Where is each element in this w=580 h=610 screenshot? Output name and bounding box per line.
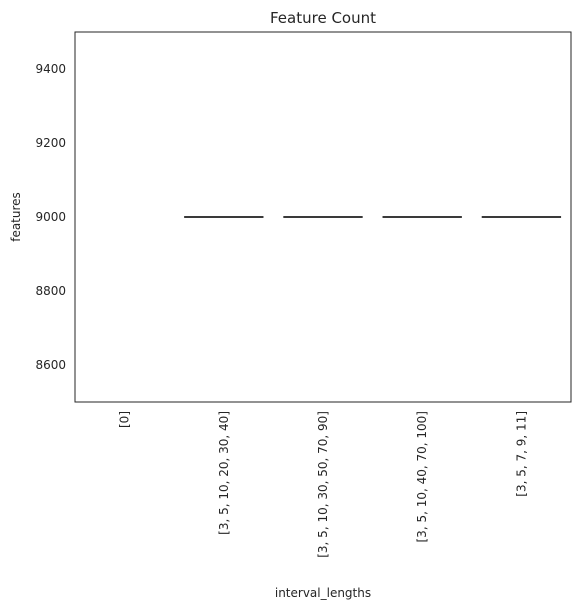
x-tick-label: [0] xyxy=(118,411,132,428)
chart-title: Feature Count xyxy=(270,9,376,27)
x-tick-label: [3, 5, 10, 40, 70, 100] xyxy=(415,411,429,543)
x-tick-label: [3, 5, 7, 9, 11] xyxy=(514,411,528,497)
y-tick-label: 9400 xyxy=(35,62,66,76)
x-axis-label: interval_lengths xyxy=(275,586,371,600)
x-tick-label: [3, 5, 10, 30, 50, 70, 90] xyxy=(316,411,330,558)
y-ticks: 8600 8800 9000 9200 9400 xyxy=(35,62,66,372)
y-tick-label: 8800 xyxy=(35,284,66,298)
x-tick-label: [3, 5, 10, 20, 30, 40] xyxy=(217,411,231,535)
y-tick-label: 8600 xyxy=(35,358,66,372)
x-ticks: [0] [3, 5, 10, 20, 30, 40] [3, 5, 10, 30, … xyxy=(118,411,529,558)
y-axis-label: features xyxy=(9,192,23,242)
y-tick-label: 9000 xyxy=(35,210,66,224)
y-tick-label: 9200 xyxy=(35,136,66,150)
